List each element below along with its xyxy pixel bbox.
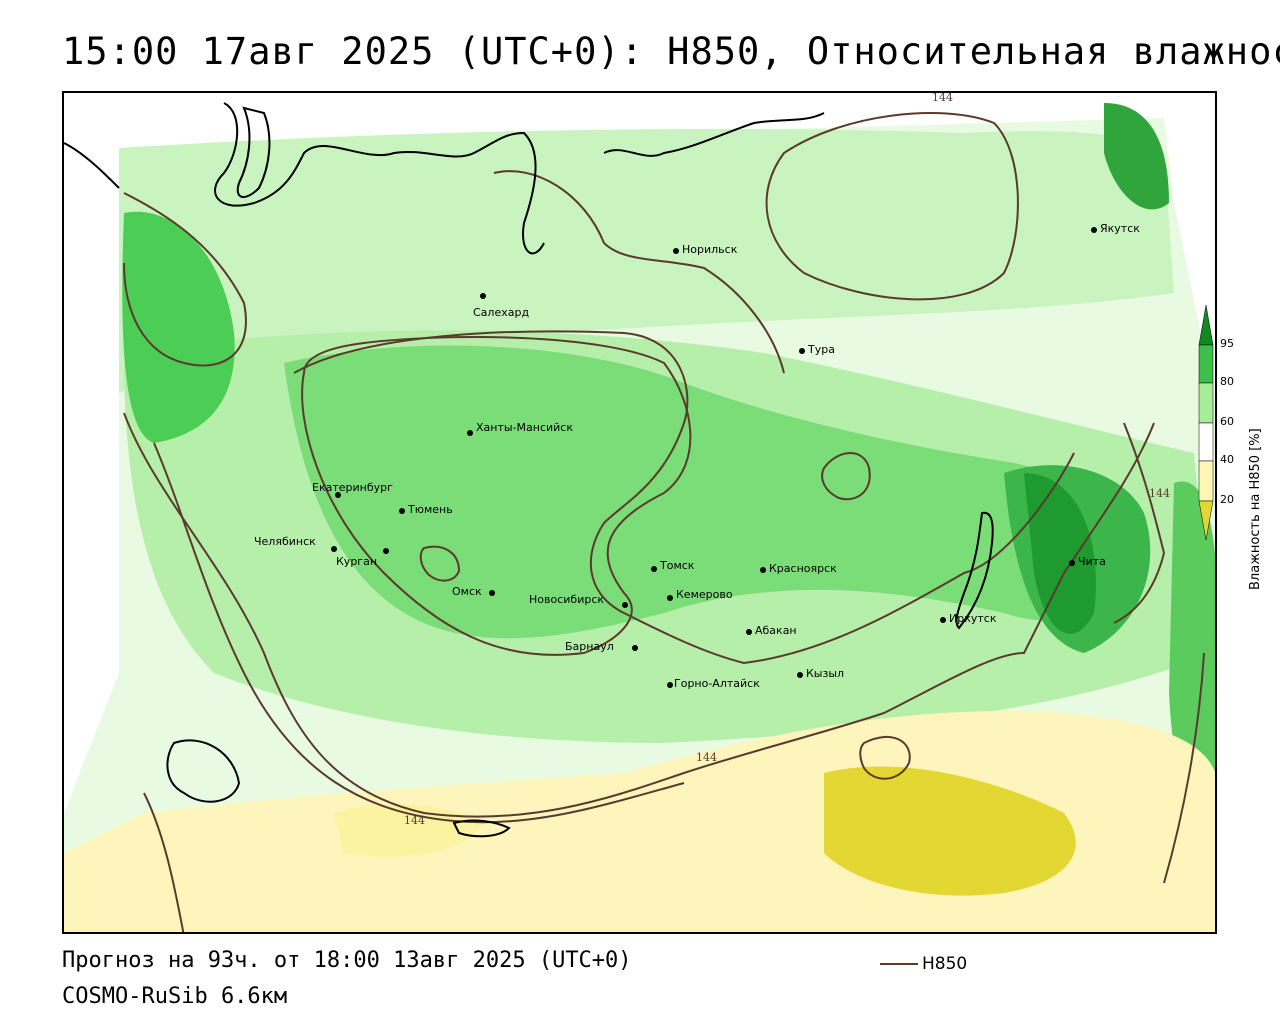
model-name: COSMO-RuSib 6.6км xyxy=(62,984,288,1009)
legend-title-text: Влажность на H850 [%] xyxy=(1248,428,1263,590)
contour-144-south xyxy=(153,442,685,824)
city-dot xyxy=(940,617,946,623)
city-label: Горно-Алтайск xyxy=(674,677,760,690)
city-dot xyxy=(667,682,673,688)
coastlines xyxy=(64,102,994,838)
map-title: 15:00 17авг 2025 (UTC+0): H850, Относите… xyxy=(62,30,1280,73)
forecast-info: Прогноз на 93ч. от 18:00 13авг 2025 (UTC… xyxy=(62,948,632,973)
city-label: Челябинск xyxy=(254,535,316,548)
city-dot xyxy=(797,672,803,678)
city-label: Абакан xyxy=(755,624,797,637)
contour-north-high xyxy=(765,112,1019,301)
legend-tick-20: 20 xyxy=(1220,493,1234,506)
city-dot xyxy=(799,348,805,354)
moist-area-north xyxy=(119,128,1174,393)
city-label: Норильск xyxy=(682,243,738,256)
contour-label-3: 144 xyxy=(696,751,717,764)
coastline-baikal xyxy=(955,511,994,630)
city-dot xyxy=(1091,227,1097,233)
coastline-aral xyxy=(452,819,511,838)
coastline-europe-west xyxy=(64,142,120,189)
city-dot xyxy=(335,492,341,498)
city-dot xyxy=(651,566,657,572)
city-label: Иркутск xyxy=(949,612,997,625)
contour-line-swatch xyxy=(880,963,918,965)
contour-line-label: H850 xyxy=(922,954,968,974)
legend-tip-bottom xyxy=(1198,500,1214,541)
h850-contours xyxy=(123,112,1205,932)
city-dot xyxy=(467,430,473,436)
coastline-novaya-zemlya xyxy=(236,106,271,198)
city-dot xyxy=(667,595,673,601)
contour-line-legend: H850 xyxy=(880,954,967,974)
city-label: Екатеринбург xyxy=(312,481,393,494)
outside-domain xyxy=(64,93,119,713)
city-label: Ханты-Мансийск xyxy=(476,421,573,434)
city-dot xyxy=(331,546,337,552)
legend-tick-60: 60 xyxy=(1220,415,1234,428)
city-label: Салехард xyxy=(473,306,529,319)
humidity-map: Норильск Якутск Салехард Тура Ханты-Мансийск… xyxy=(64,93,1215,932)
wet-area-west xyxy=(122,211,235,443)
coastline-taimyr xyxy=(603,112,825,157)
dry-area-west xyxy=(334,804,484,857)
contour-south-far-east xyxy=(1163,652,1205,884)
city-label: Тура xyxy=(807,343,835,356)
city-label: Курган xyxy=(336,555,377,568)
city-label: Томск xyxy=(659,559,695,572)
contour-south-east xyxy=(859,736,911,780)
legend-tick-95: 95 xyxy=(1220,337,1234,350)
city-label: Омск xyxy=(452,585,482,598)
legend-band-95 xyxy=(1198,344,1214,384)
contour-label-4: 144 xyxy=(404,814,425,827)
contour-south-west xyxy=(143,792,185,932)
contour-144-central xyxy=(293,330,1075,665)
contour-taimyr xyxy=(493,170,785,374)
legend-title: Влажность на H850 [%] xyxy=(1248,350,1272,590)
contour-east xyxy=(1113,422,1166,624)
contour-label-1: 144 xyxy=(932,93,953,104)
city-label: Кызыл xyxy=(806,667,844,680)
coastline-yamal xyxy=(214,102,545,255)
city-dot xyxy=(760,567,766,573)
wet-area-far-east xyxy=(1104,103,1169,210)
city-label: Якутск xyxy=(1100,222,1140,235)
contour-north-west xyxy=(123,192,247,367)
legend-band-40 xyxy=(1198,460,1214,502)
contour-low-krasnoyarsk xyxy=(821,452,871,501)
city-dot xyxy=(480,293,486,299)
legend-tick-40: 40 xyxy=(1220,453,1234,466)
legend-tick-80: 80 xyxy=(1220,375,1234,388)
wet-area-east-coast xyxy=(1169,481,1215,818)
wet-area-chita xyxy=(1024,473,1096,634)
city-dot xyxy=(383,548,389,554)
city-dot xyxy=(632,645,638,651)
city-label: Чита xyxy=(1078,555,1106,568)
contour-label-2: 144 xyxy=(1149,487,1170,500)
wet-area-belt xyxy=(284,345,1144,639)
legend-band-60 xyxy=(1198,422,1214,462)
city-label: Тюмень xyxy=(407,503,453,516)
city-dot xyxy=(746,629,752,635)
contour-144-outer xyxy=(123,412,1155,818)
city-dot xyxy=(489,590,495,596)
city-dot xyxy=(399,508,405,514)
city-dot xyxy=(1069,560,1075,566)
city-label: Красноярск xyxy=(769,562,837,575)
city-label: Кемерово xyxy=(676,588,733,601)
city-markers: Норильск Якутск Салехард Тура Ханты-Мансийск… xyxy=(254,222,1140,690)
legend-band-80 xyxy=(1198,382,1214,424)
contour-low-omsk xyxy=(419,545,461,582)
city-label: Барнаул xyxy=(565,640,614,653)
map-panel: Норильск Якутск Салехард Тура Ханты-Мансийск… xyxy=(62,91,1217,934)
legend-tip-top xyxy=(1198,305,1214,346)
humidity-legend: 95 80 60 40 20 xyxy=(1198,305,1234,541)
city-dot xyxy=(622,602,628,608)
city-label: Новосибирск xyxy=(529,593,604,606)
contour-inner-loop xyxy=(301,336,692,656)
very-dry-area-mongolia xyxy=(824,766,1076,896)
city-dot xyxy=(673,248,679,254)
coastline-caspian xyxy=(166,739,241,803)
